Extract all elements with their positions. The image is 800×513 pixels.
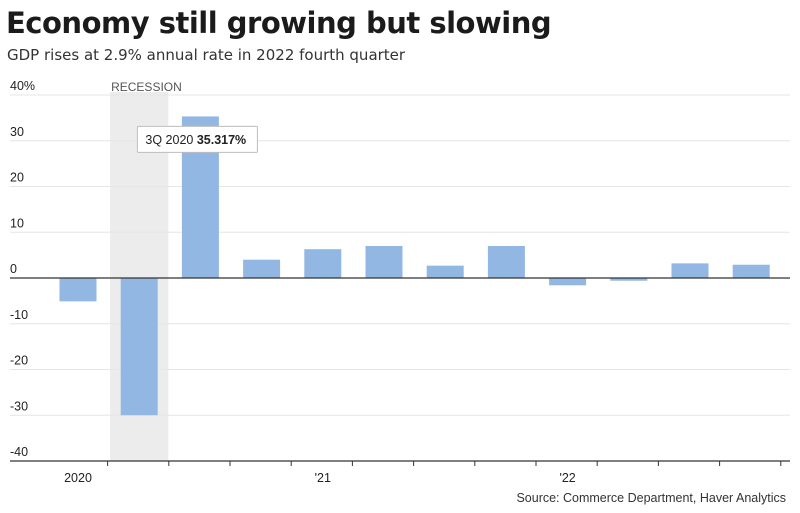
bar (365, 245, 403, 278)
y-tick-label: 40% (10, 79, 35, 93)
tooltip-value: 35.317% (197, 133, 246, 147)
bar (59, 278, 97, 302)
chart-subtitle: GDP rises at 2.9% annual rate in 2022 fo… (7, 46, 406, 64)
chart-title: Economy still growing but slowing (6, 6, 552, 40)
y-tick-label: -10 (10, 308, 28, 322)
tooltip-period: 3Q 2020 (145, 133, 196, 147)
x-tick-label: '22 (559, 471, 575, 485)
x-tick-label: '21 (315, 471, 331, 485)
x-tick-label: 2020 (64, 471, 92, 485)
tooltip-box (136, 125, 258, 153)
bar (610, 278, 648, 281)
y-tick-label: -30 (10, 399, 28, 413)
source-note: Source: Commerce Department, Haver Analy… (516, 491, 786, 505)
hover-tooltip: 3Q 2020 35.317% (136, 125, 258, 153)
tooltip-text: 3Q 2020 35.317% (145, 133, 246, 147)
bar (120, 278, 158, 416)
bar (243, 259, 281, 278)
y-axis-labels: -40 -30 -20 -10 0 10 20 30 40% (10, 79, 35, 459)
bar (487, 245, 525, 278)
bar (426, 265, 464, 278)
y-tick-label: 30 (10, 125, 24, 139)
y-tick-label: 20 (10, 171, 24, 185)
recession-label: RECESSION (111, 80, 182, 94)
x-axis-labels: 2020 '21 '22 (64, 471, 576, 485)
y-tick-label: -20 (10, 354, 28, 368)
bar (671, 263, 709, 278)
y-tick-label: -40 (10, 445, 28, 459)
bar (549, 278, 587, 286)
y-tick-label: 0 (10, 262, 17, 276)
axes (10, 277, 790, 466)
y-tick-label: 10 (10, 216, 24, 230)
bar (732, 264, 770, 278)
bar (304, 249, 342, 278)
